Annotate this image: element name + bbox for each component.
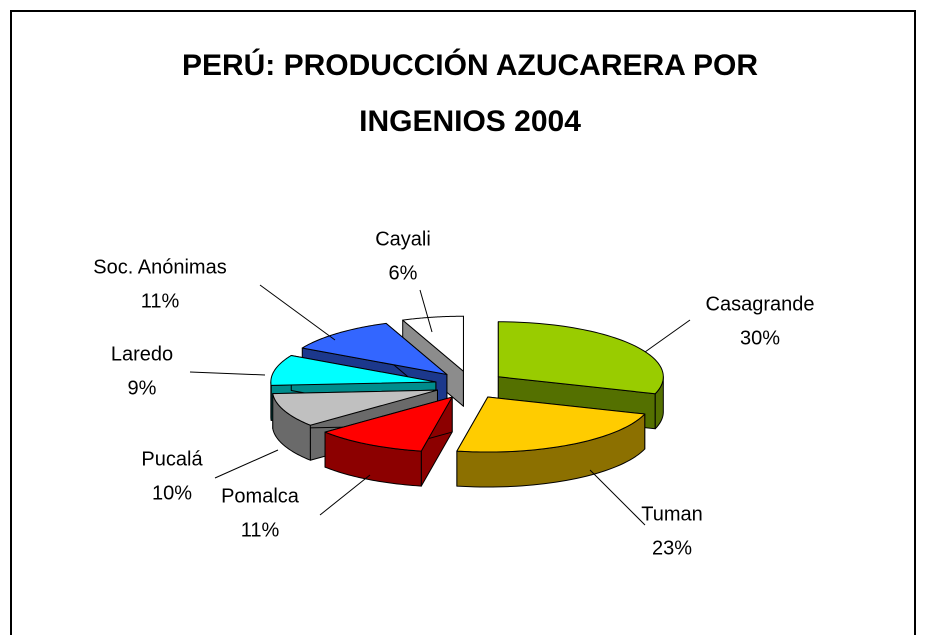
slice bbox=[497, 321, 664, 395]
slice-label: Soc. Anónimas bbox=[93, 256, 226, 278]
slice-label: Pomalca bbox=[221, 485, 300, 507]
slice-label: Cayali bbox=[375, 228, 431, 250]
slice bbox=[270, 354, 437, 386]
value-label: 10% bbox=[152, 482, 192, 504]
slice bbox=[402, 315, 464, 372]
leader-line bbox=[214, 449, 279, 479]
leader-line bbox=[189, 371, 266, 376]
value-label: 11% bbox=[141, 290, 180, 312]
slice bbox=[301, 322, 448, 375]
slice-label: Tuman bbox=[641, 503, 703, 525]
slice bbox=[324, 396, 453, 452]
slice bbox=[272, 389, 438, 426]
leader-line bbox=[259, 284, 336, 341]
value-label: 9% bbox=[128, 377, 157, 399]
value-label: 6% bbox=[389, 262, 418, 284]
slice-label: Casagrande bbox=[706, 293, 815, 315]
chart-title: PERÚ: PRODUCCIÓN AZUCARERA POR INGENIOS … bbox=[181, 49, 759, 138]
leader-line bbox=[589, 469, 646, 526]
leader-line bbox=[644, 319, 691, 353]
value-label: 30% bbox=[740, 327, 780, 349]
slice bbox=[456, 396, 646, 453]
leader-line bbox=[419, 289, 433, 333]
value-label: 23% bbox=[652, 537, 692, 559]
chart-frame bbox=[10, 10, 916, 635]
value-label: 11% bbox=[241, 519, 280, 541]
slice-label: Pucalá bbox=[141, 448, 203, 470]
leader-line bbox=[319, 474, 371, 516]
slice-label: Laredo bbox=[111, 343, 173, 365]
